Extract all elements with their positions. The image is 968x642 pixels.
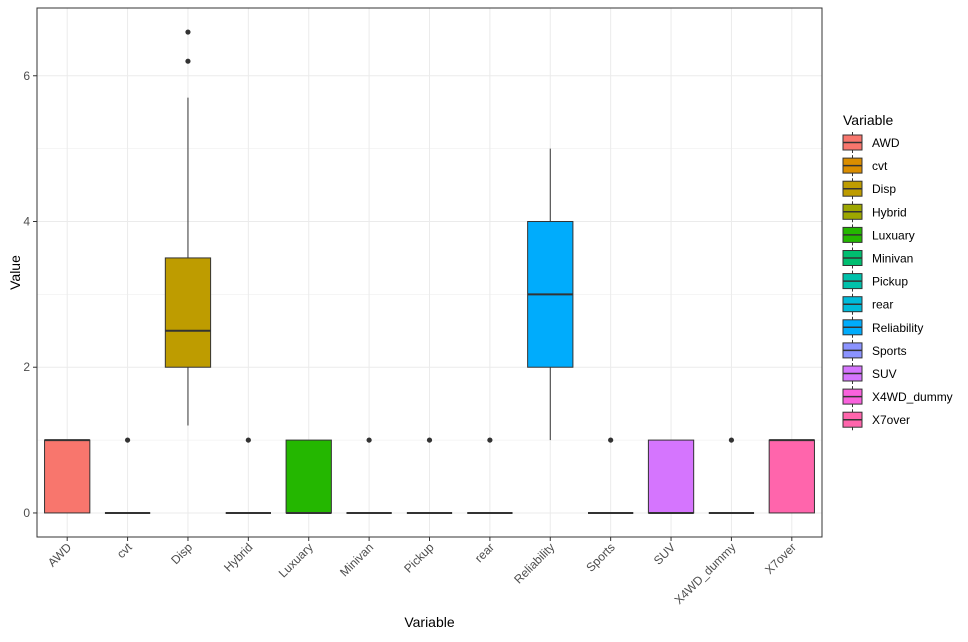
- box-sports: [588, 437, 634, 514]
- outlier-point: [608, 437, 614, 443]
- box-body: [164, 257, 212, 368]
- outlier-point: [185, 58, 191, 64]
- outlier-point: [124, 437, 131, 443]
- outlier-point: [487, 437, 493, 443]
- legend-item-x7over: X7over: [842, 409, 910, 431]
- legend-item-pickup: Pickup: [842, 270, 908, 292]
- legend-label: Sports: [872, 344, 907, 358]
- outlier-point: [245, 437, 251, 443]
- x-axis-title: Variable: [404, 614, 455, 630]
- box-reliability: [527, 148, 574, 441]
- box-body: [768, 439, 815, 514]
- box-luxuary: [285, 439, 332, 514]
- outlier-point: [426, 437, 433, 443]
- box-body: [285, 439, 332, 514]
- box-disp: [164, 29, 212, 426]
- legend-label: Disp: [872, 182, 896, 196]
- box-x4wd-dummy: [708, 437, 755, 514]
- legend-item-minivan: Minivan: [842, 247, 913, 269]
- legend-item-x4wd-dummy: X4WD_dummy: [842, 386, 953, 408]
- legend: Variable AWD cvt Disp Hybrid Luxuary Minivan P…: [842, 112, 953, 431]
- legend-label: rear: [872, 298, 893, 312]
- box-layer: [44, 29, 815, 514]
- box-awd: [44, 439, 91, 514]
- x-tick-label: Disp: [168, 540, 195, 567]
- legend-label: Pickup: [872, 275, 908, 289]
- box-cvt: [104, 437, 151, 514]
- legend-item-suv: SUV: [842, 363, 897, 384]
- legend-label: Hybrid: [872, 205, 907, 219]
- x-tick-label: Minivan: [337, 540, 376, 579]
- x-tick-label: Luxuary: [276, 540, 316, 580]
- outlier-point: [728, 437, 735, 443]
- legend-item-cvt: cvt: [842, 155, 888, 177]
- x-tick-label: X4WD_dummy: [672, 540, 739, 607]
- x-tick-label: Hybrid: [221, 540, 255, 574]
- box-body: [44, 439, 91, 514]
- legend-label: Minivan: [872, 252, 913, 266]
- x-tick-label: rear: [472, 540, 497, 565]
- box-x7over: [768, 439, 815, 514]
- legend-item-sports: Sports: [842, 339, 907, 361]
- legend-label: Luxuary: [872, 228, 915, 242]
- grid-layer: [37, 8, 822, 537]
- x-tick-label: Sports: [583, 540, 617, 574]
- legend-item-hybrid: Hybrid: [842, 201, 907, 223]
- legend-label: X4WD_dummy: [872, 390, 953, 404]
- legend-label: cvt: [872, 159, 888, 173]
- box-hybrid: [225, 437, 271, 514]
- x-tick-label: AWD: [45, 540, 75, 570]
- y-axis-title: Value: [7, 255, 23, 290]
- y-axis: 0 2 4 6: [23, 69, 37, 520]
- box-body: [647, 439, 695, 514]
- box-suv: [647, 439, 695, 514]
- y-tick-label: 2: [23, 360, 30, 374]
- x-tick-label: SUV: [651, 540, 678, 567]
- x-axis: AWD cvt Disp Hybrid Luxuary Minivan Pickup rear…: [45, 537, 799, 607]
- box-minivan: [346, 437, 392, 514]
- outlier-point: [185, 29, 191, 35]
- legend-item-awd: AWD: [842, 132, 900, 153]
- outlier-point: [366, 437, 372, 443]
- box-rear: [467, 437, 513, 514]
- box-pickup: [406, 437, 453, 514]
- legend-label: Reliability: [872, 321, 923, 335]
- x-tick-label: cvt: [114, 540, 135, 561]
- y-tick-label: 0: [23, 506, 30, 520]
- legend-item-disp: Disp: [842, 178, 896, 200]
- legend-label: X7over: [872, 413, 910, 427]
- x-tick-label: X7over: [762, 540, 799, 577]
- y-tick-label: 6: [23, 69, 30, 83]
- legend-item-reliability: Reliability: [842, 316, 923, 338]
- x-tick-label: Pickup: [401, 540, 437, 576]
- y-tick-label: 4: [23, 214, 30, 228]
- legend-label: AWD: [872, 136, 900, 150]
- x-tick-label: Reliability: [511, 540, 557, 586]
- legend-item-rear: rear: [842, 293, 893, 315]
- legend-title: Variable: [843, 112, 894, 128]
- legend-item-luxuary: Luxuary: [842, 224, 915, 246]
- legend-label: SUV: [872, 367, 897, 381]
